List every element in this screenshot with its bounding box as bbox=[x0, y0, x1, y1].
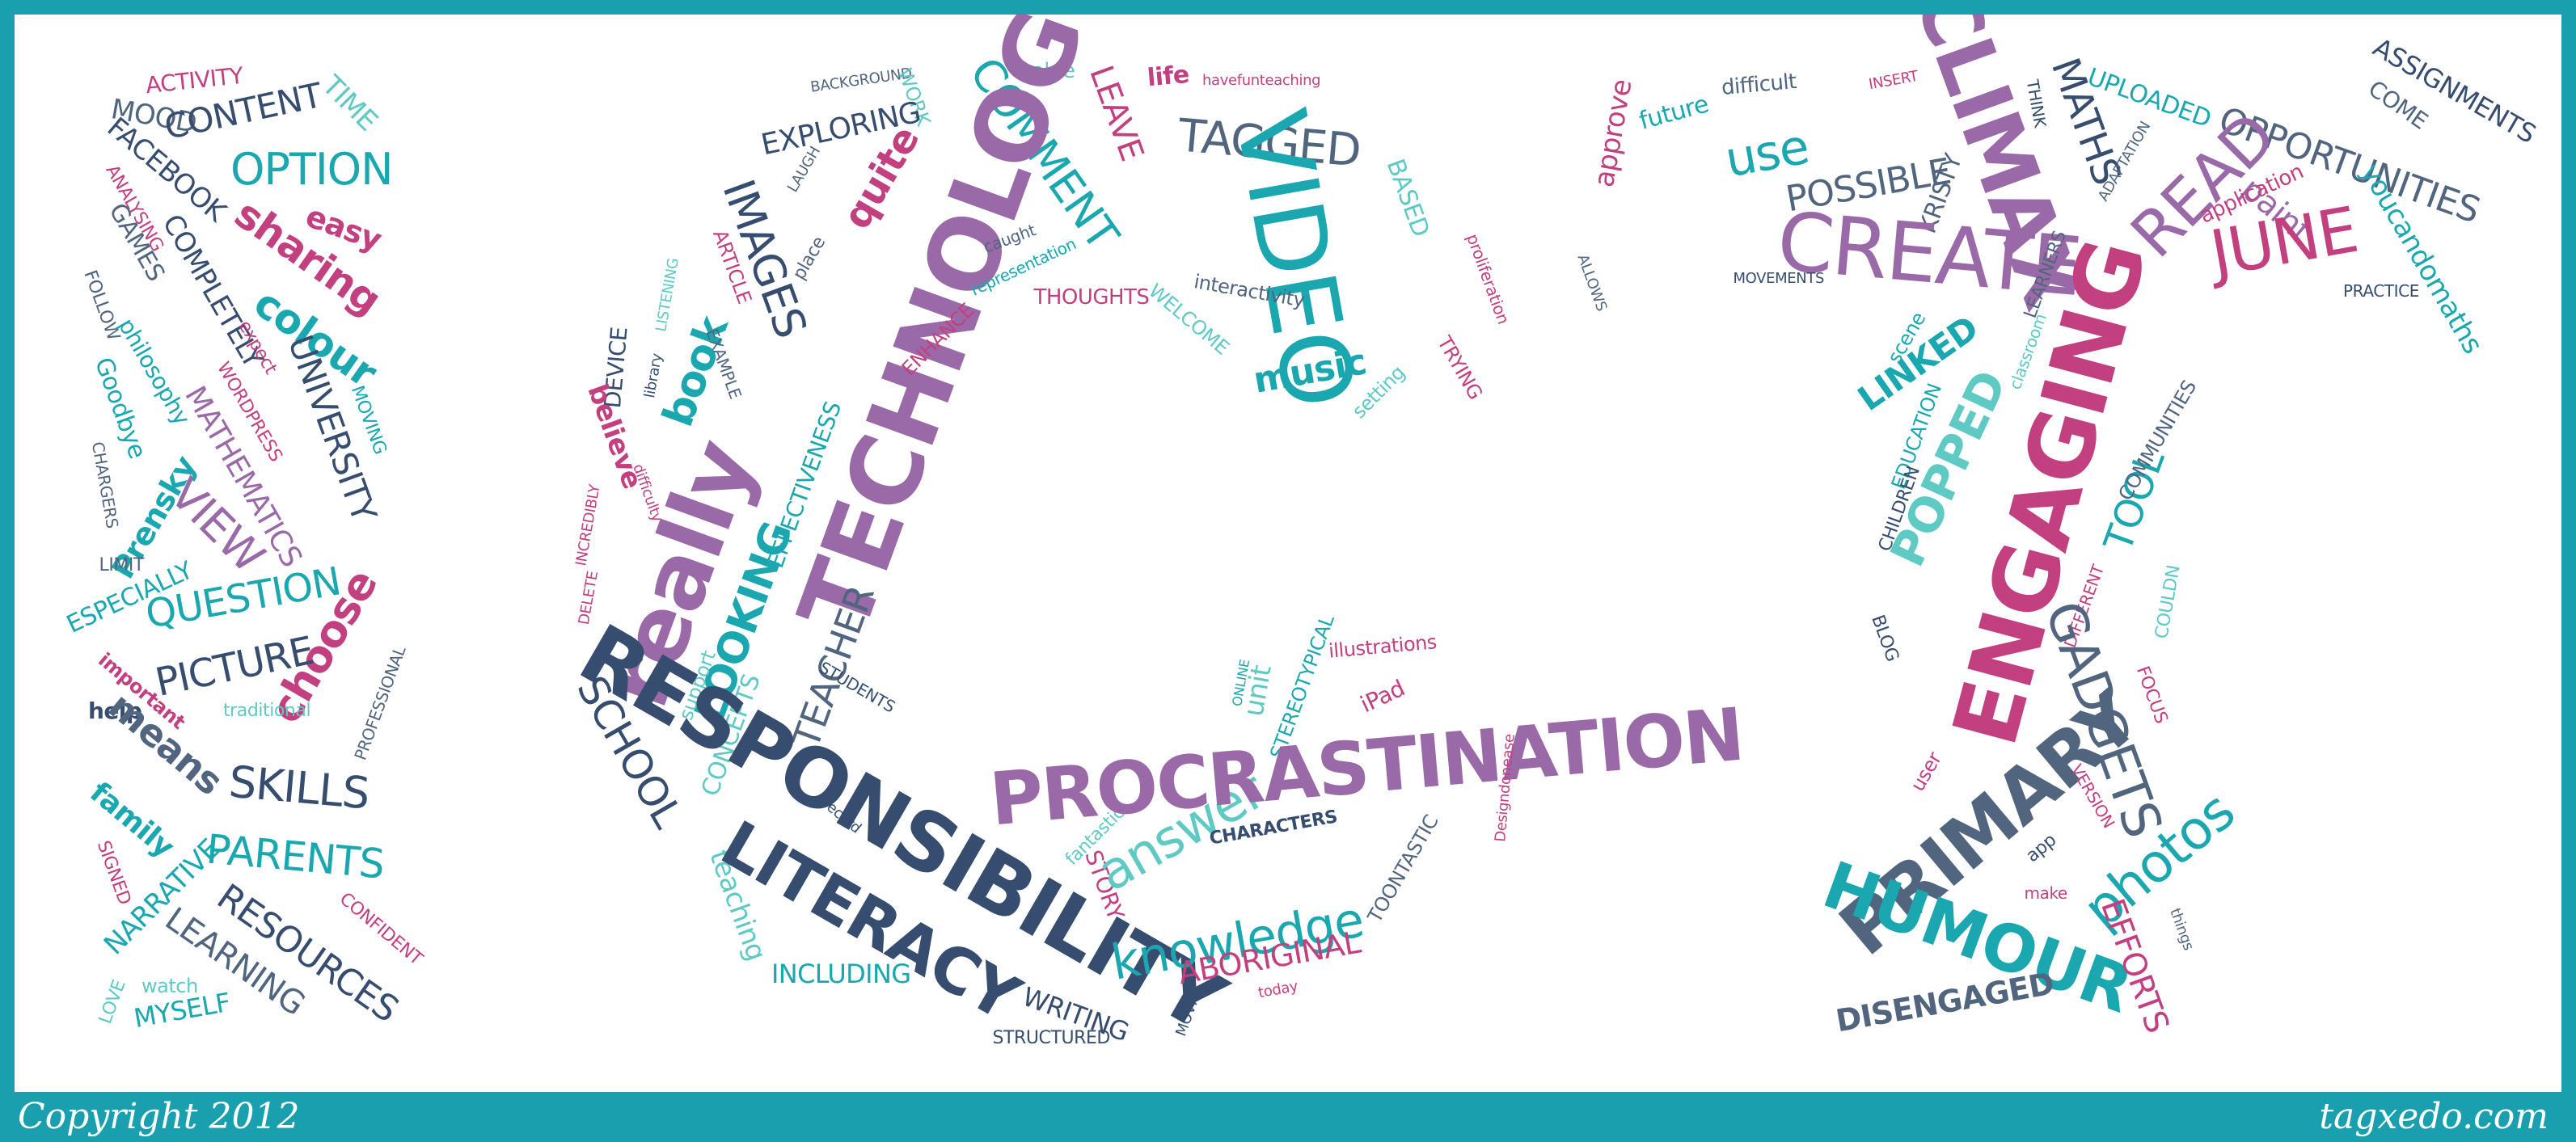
word-trying: TRYING bbox=[1432, 332, 1487, 403]
word-skills: SKILLS bbox=[226, 756, 372, 820]
word-chargers: CHARGERS bbox=[87, 440, 123, 530]
word-illustrations: illustrations bbox=[1328, 630, 1438, 663]
word-havefunteaching: havefunteaching bbox=[1202, 72, 1321, 89]
word-leave: LEAVE bbox=[1081, 61, 1151, 166]
word-signed: SIGNED bbox=[92, 837, 135, 908]
word-allows: ALLOWS bbox=[1573, 251, 1610, 314]
word-incredibly: INCREDIBLY bbox=[572, 483, 604, 567]
word-library: library bbox=[640, 352, 665, 400]
word-things: things bbox=[2166, 906, 2198, 953]
word-focus: FOCUS bbox=[2131, 664, 2171, 727]
word-value: value bbox=[1020, 59, 1075, 83]
word-procrastination: PROCRASTINATION bbox=[986, 692, 1746, 843]
word-place: place bbox=[788, 233, 830, 284]
word-limit: LIMIT bbox=[99, 555, 145, 575]
word-user: user bbox=[1906, 748, 1946, 795]
word-proliferation: proliferation bbox=[1462, 231, 1514, 327]
word-practice: PRACTICE bbox=[2343, 281, 2419, 301]
word-love: LOVE bbox=[95, 977, 130, 1027]
word-movements: MOVEMENTS bbox=[1733, 270, 1825, 287]
word-watch: watch bbox=[141, 975, 198, 997]
word-make: make bbox=[2024, 883, 2068, 903]
word-cloud-canvas: ACTIVITY MOOD CONTENT TIME FACEBOOK OPTION ANA… bbox=[15, 15, 2561, 1092]
word-today: today bbox=[1256, 977, 1299, 1002]
site-credit: tagxedo.com bbox=[2319, 1096, 2549, 1137]
word-help: help bbox=[88, 697, 142, 724]
word-time: TIME bbox=[315, 69, 383, 138]
word-professional: PROFESSIONAL bbox=[350, 643, 410, 763]
word-delete: DELETE bbox=[575, 570, 602, 626]
word-blog: BLOG bbox=[1866, 612, 1902, 664]
copyright-text: Copyright 2012 bbox=[18, 1096, 300, 1137]
word-life: life bbox=[1146, 60, 1190, 93]
word-ipad: iPad bbox=[1356, 674, 1409, 718]
word-disengaged: DISENGAGED bbox=[1832, 965, 2056, 1039]
word-thoughts: THOUGHTS bbox=[1033, 285, 1150, 310]
word-toontastic: TOONTASTIC bbox=[1362, 811, 1443, 927]
word-future: future bbox=[1636, 90, 1712, 136]
word-difficult: difficult bbox=[1720, 70, 1797, 100]
word-listening: LISTENING bbox=[652, 256, 682, 334]
word-structured: STRUCTURED bbox=[992, 1028, 1111, 1048]
word-based: BASED bbox=[1380, 155, 1434, 241]
word-use: use bbox=[1721, 118, 1813, 189]
word-including: INCLUDING bbox=[771, 959, 911, 989]
word-insert: INSERT bbox=[1867, 67, 1919, 94]
word-traditional: traditional bbox=[223, 701, 311, 721]
word-approve: approve bbox=[1587, 77, 1639, 190]
word-couldn: COULDN bbox=[2152, 563, 2185, 641]
word-option: OPTION bbox=[230, 144, 393, 195]
word-activity: ACTIVITY bbox=[144, 61, 244, 99]
